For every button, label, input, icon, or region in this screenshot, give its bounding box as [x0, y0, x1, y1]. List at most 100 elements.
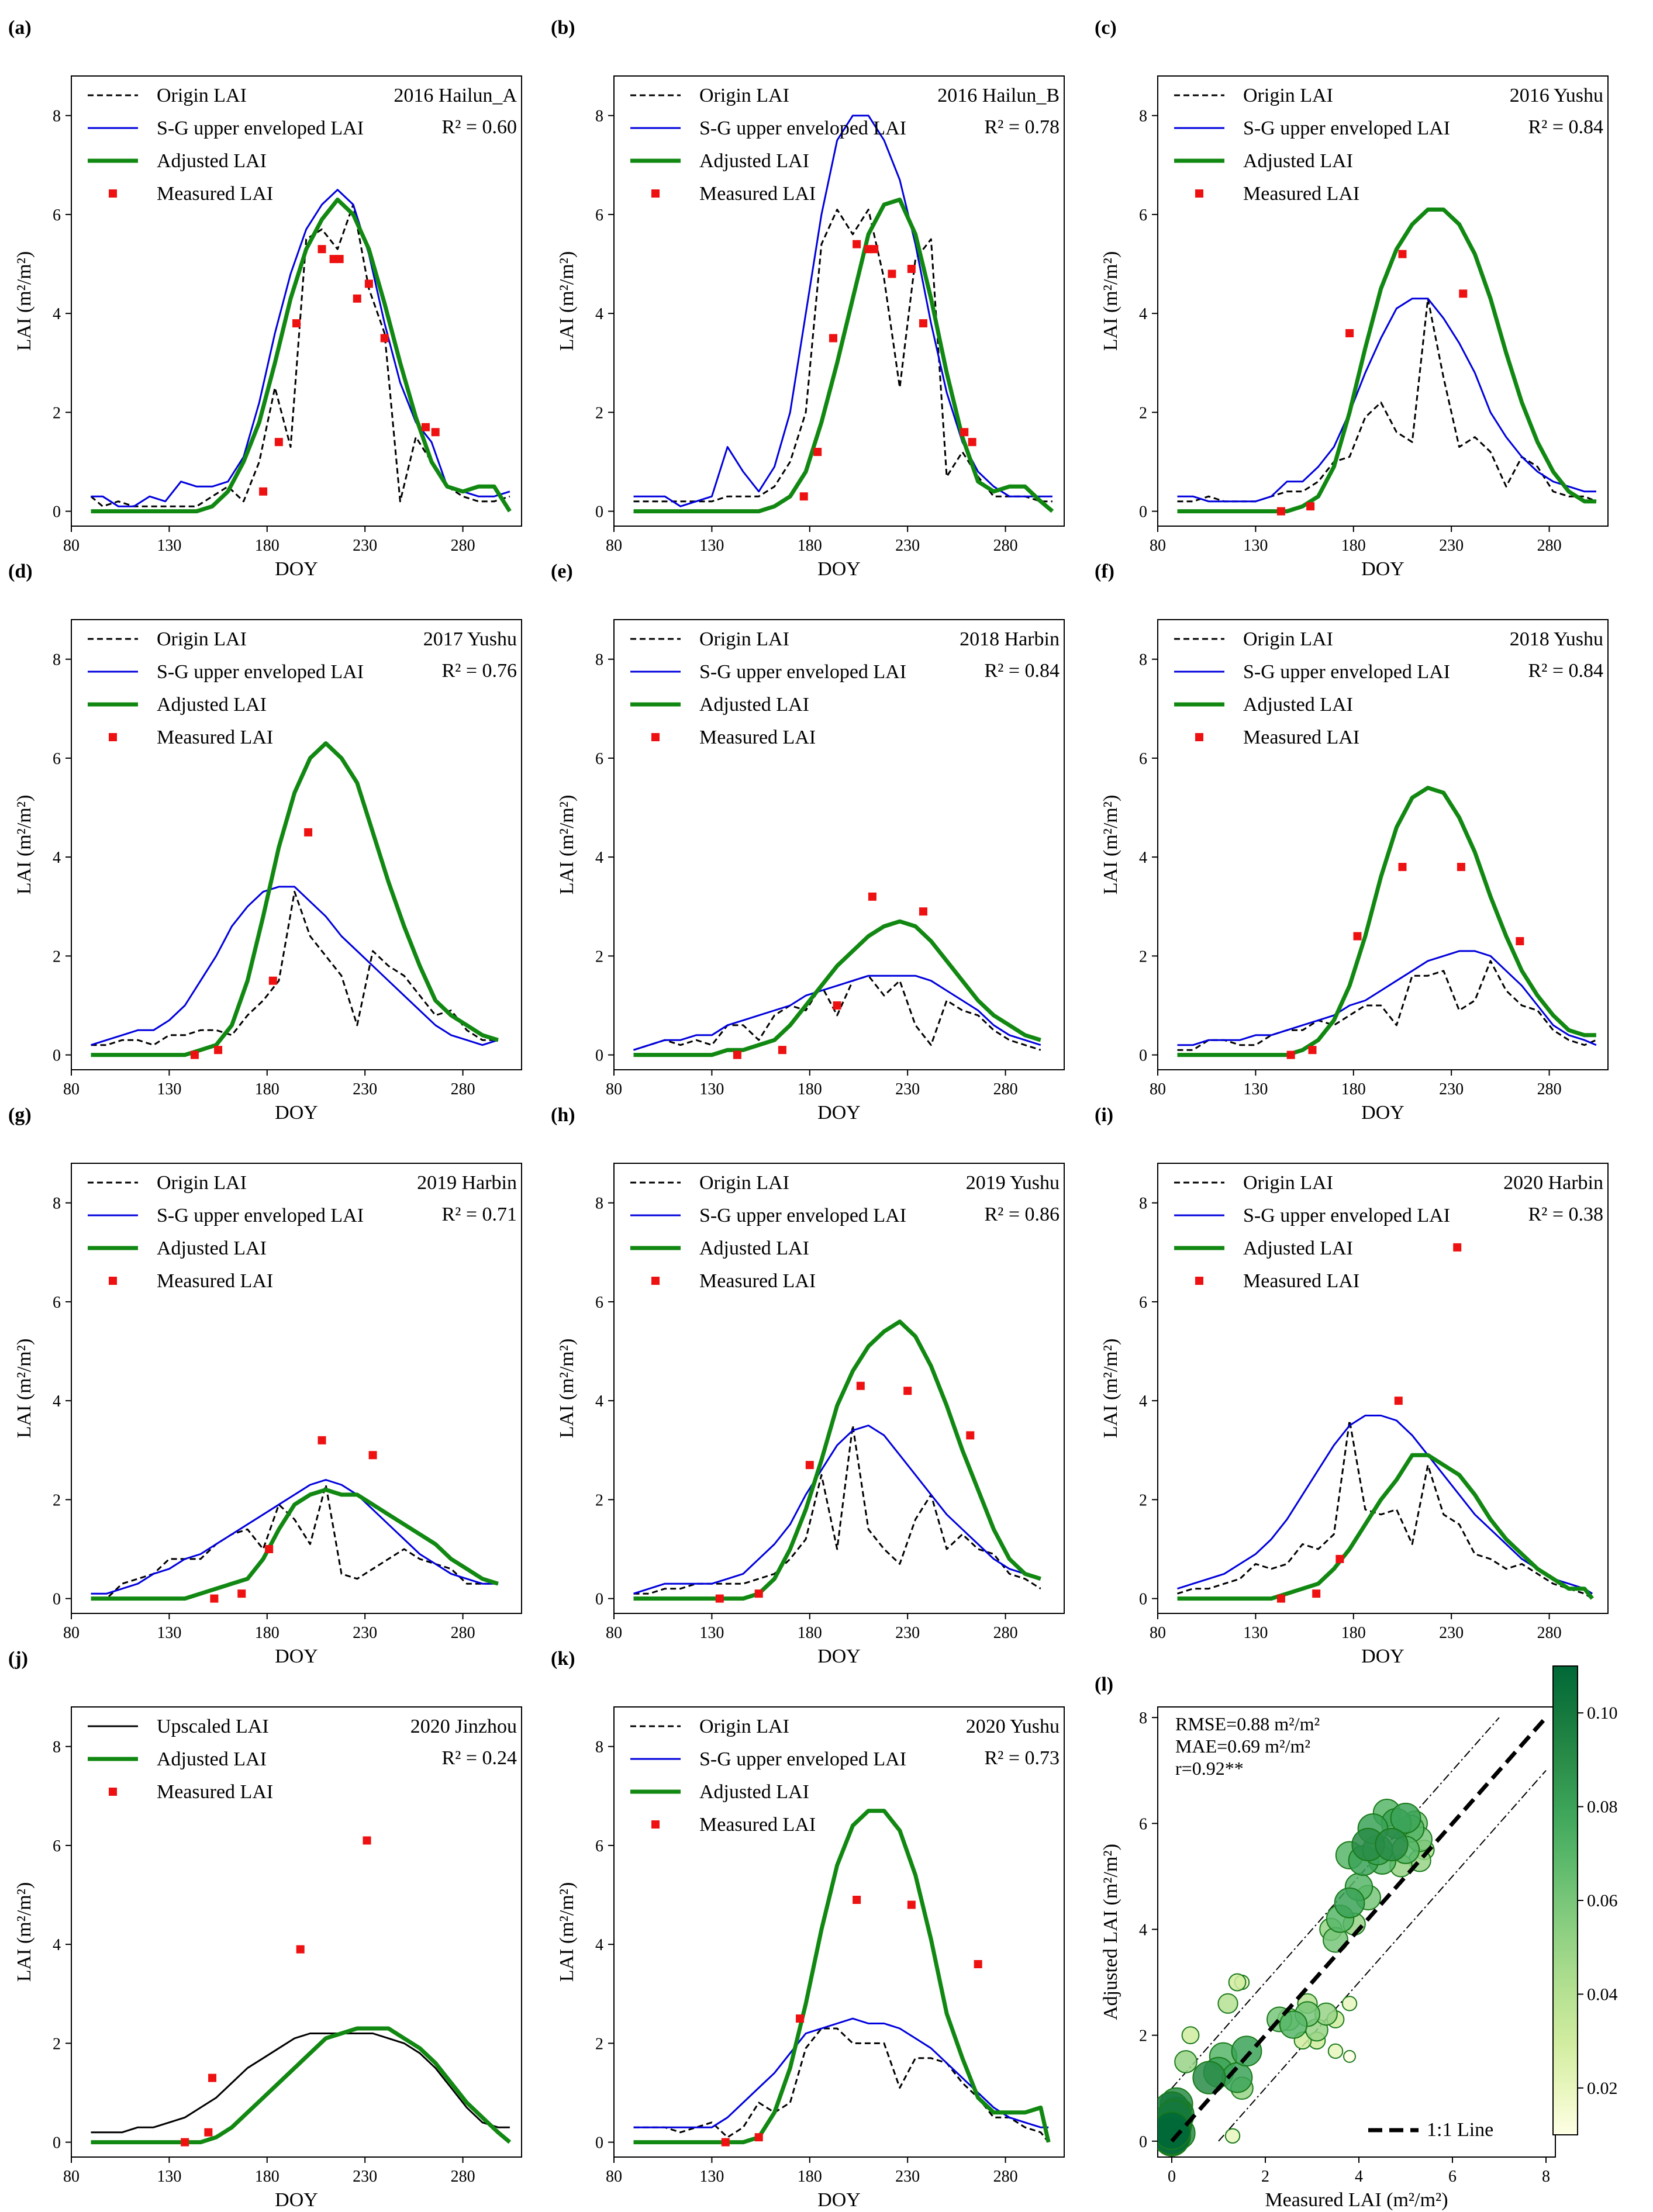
- panel-label: (g): [8, 1104, 32, 1126]
- series-adjusted-lai: [91, 1488, 499, 1601]
- legend-label: Upscaled LAI: [157, 1716, 269, 1737]
- site-label: 2019 Harbin: [417, 1172, 517, 1194]
- scatter-point: [1224, 2128, 1241, 2144]
- upper-band-line: [1171, 1717, 1500, 2089]
- series-adjusted-lai: [1177, 208, 1596, 514]
- scatter-point: [1279, 2010, 1308, 2039]
- y-tick-label: 2: [1139, 1491, 1147, 1509]
- measured-point: [318, 1436, 326, 1444]
- series-adjusted-lai: [91, 2026, 512, 2145]
- legend-label: Adjusted LAI: [157, 1238, 267, 1259]
- legend-label: S-G upper enveloped LAI: [1243, 661, 1450, 683]
- panel-k: 80 130 180 230 280 0 2 4 6 8 DOY LAI (m²/m²) (k) 2020…: [551, 1648, 1065, 2211]
- y-axis-label: LAI (m²/m²): [556, 251, 578, 351]
- series-sg-lai: [1177, 298, 1596, 503]
- plot-frame: [71, 75, 522, 527]
- series-origin-lai: [90, 203, 510, 507]
- r2-label: R² = 0.86: [984, 1204, 1060, 1225]
- panel-label: (i): [1095, 1104, 1113, 1126]
- site-label: 2016 Hailun_A: [394, 85, 517, 106]
- measured-point: [919, 319, 927, 328]
- site-label: 2017 Yushu: [423, 628, 517, 650]
- panel-label: (e): [551, 561, 573, 582]
- panel-f: 80 130 180 230 280 0 2 4 6 8 DOY LAI (m²/m²) (f) 2018…: [1095, 561, 1609, 1124]
- y-tick-label: 0: [53, 503, 61, 521]
- y-tick-label: 0: [595, 503, 603, 521]
- y-tick-label: 2: [53, 2035, 61, 2053]
- y-tick-label: 8: [595, 1195, 603, 1213]
- series-adjusted-lai: [91, 198, 512, 514]
- y-tick-label: 6: [1139, 1815, 1147, 1833]
- legend-swatch-measured: [651, 1820, 660, 1829]
- legend-label: S-G upper enveloped LAI: [157, 661, 364, 683]
- legend-label: Measured LAI: [157, 727, 273, 748]
- r2-label: R² = 0.84: [1528, 660, 1603, 682]
- x-axis-label: DOY: [1361, 558, 1404, 580]
- x-tick-label: 230: [895, 1080, 920, 1098]
- site-label: 2016 Yushu: [1510, 85, 1603, 106]
- x-tick-label: 180: [255, 1080, 279, 1098]
- y-axis-label: LAI (m²/m²): [1100, 1339, 1121, 1439]
- x-tick-label: 80: [1150, 537, 1166, 555]
- x-tick-label: 130: [699, 1080, 724, 1098]
- series-sg-lai: [633, 2017, 1049, 2128]
- legend-label: Origin LAI: [699, 1172, 789, 1194]
- plot-frame: [1157, 619, 1609, 1070]
- x-tick-label: 180: [798, 1080, 822, 1098]
- legend-swatch-measured: [651, 189, 660, 198]
- x-tick-label: 80: [1150, 1624, 1166, 1642]
- series-upscaled-lai: [91, 2033, 510, 2134]
- measured-point: [868, 892, 876, 901]
- x-tick-label: 80: [606, 2168, 622, 2186]
- x-tick-label: 2: [1261, 2168, 1269, 2186]
- y-tick-label: 2: [53, 948, 61, 966]
- panel-e: 80 130 180 230 280 0 2 4 6 8 DOY LAI (m²/m²) (e) 2018…: [551, 561, 1065, 1124]
- measured-point: [907, 1900, 916, 1909]
- legend-swatch-measured: [109, 1277, 117, 1285]
- x-axis-label: DOY: [275, 558, 318, 580]
- series-sg-lai: [1177, 950, 1597, 1046]
- legend-label: S-G upper enveloped LAI: [699, 1205, 906, 1226]
- x-tick-label: 180: [255, 2168, 279, 2186]
- panel-h: 80 130 180 230 280 0 2 4 6 8 DOY LAI (m²/m²) (h) 2019…: [551, 1104, 1065, 1667]
- legend-label: S-G upper enveloped LAI: [699, 1748, 906, 1770]
- measured-point: [296, 1945, 305, 1954]
- plot-frame: [71, 619, 522, 1070]
- plot-frame: [613, 1706, 1065, 2158]
- colorbar: [1552, 1665, 1578, 2135]
- x-tick-label: 4: [1355, 2168, 1363, 2186]
- y-tick-label: 4: [595, 849, 603, 867]
- series-origin-lai: [1177, 298, 1597, 503]
- x-tick-label: 230: [353, 1624, 377, 1642]
- y-tick-label: 4: [1139, 1921, 1147, 1939]
- x-tick-label: 130: [157, 537, 181, 555]
- x-tick-label: 230: [895, 537, 920, 555]
- legend-label: Adjusted LAI: [157, 1748, 267, 1770]
- legend-label: Origin LAI: [157, 1172, 247, 1194]
- plot-frame: [613, 619, 1065, 1070]
- legend-label: Measured LAI: [699, 1270, 816, 1292]
- x-axis-label: Measured LAI (m²/m²): [1265, 2189, 1448, 2211]
- series-origin-lai: [91, 1484, 498, 1600]
- measured-point: [888, 269, 896, 278]
- y-tick-label: 8: [1139, 1195, 1147, 1213]
- stats-label: r=0.92**: [1175, 1758, 1244, 1779]
- y-tick-label: 6: [53, 1294, 61, 1312]
- x-tick-label: 8: [1542, 2168, 1550, 2186]
- measured-point: [353, 294, 361, 303]
- colorbar-tick-label: 0.02: [1587, 2079, 1618, 2098]
- r2-label: R² = 0.76: [441, 660, 517, 682]
- measured-point: [796, 2014, 805, 2023]
- x-tick-label: 230: [353, 2168, 377, 2186]
- x-tick-label: 280: [993, 1080, 1018, 1098]
- scatter-point: [1390, 1802, 1421, 1834]
- measured-point: [733, 1050, 741, 1059]
- legend-label: Origin LAI: [699, 1716, 789, 1737]
- x-tick-label: 80: [63, 1624, 80, 1642]
- y-tick-label: 4: [595, 1392, 603, 1411]
- r2-label: R² = 0.38: [1528, 1204, 1603, 1225]
- y-tick-label: 6: [53, 750, 61, 768]
- measured-point: [799, 492, 808, 501]
- measured-point: [1394, 1397, 1403, 1405]
- measured-point: [1312, 1589, 1321, 1598]
